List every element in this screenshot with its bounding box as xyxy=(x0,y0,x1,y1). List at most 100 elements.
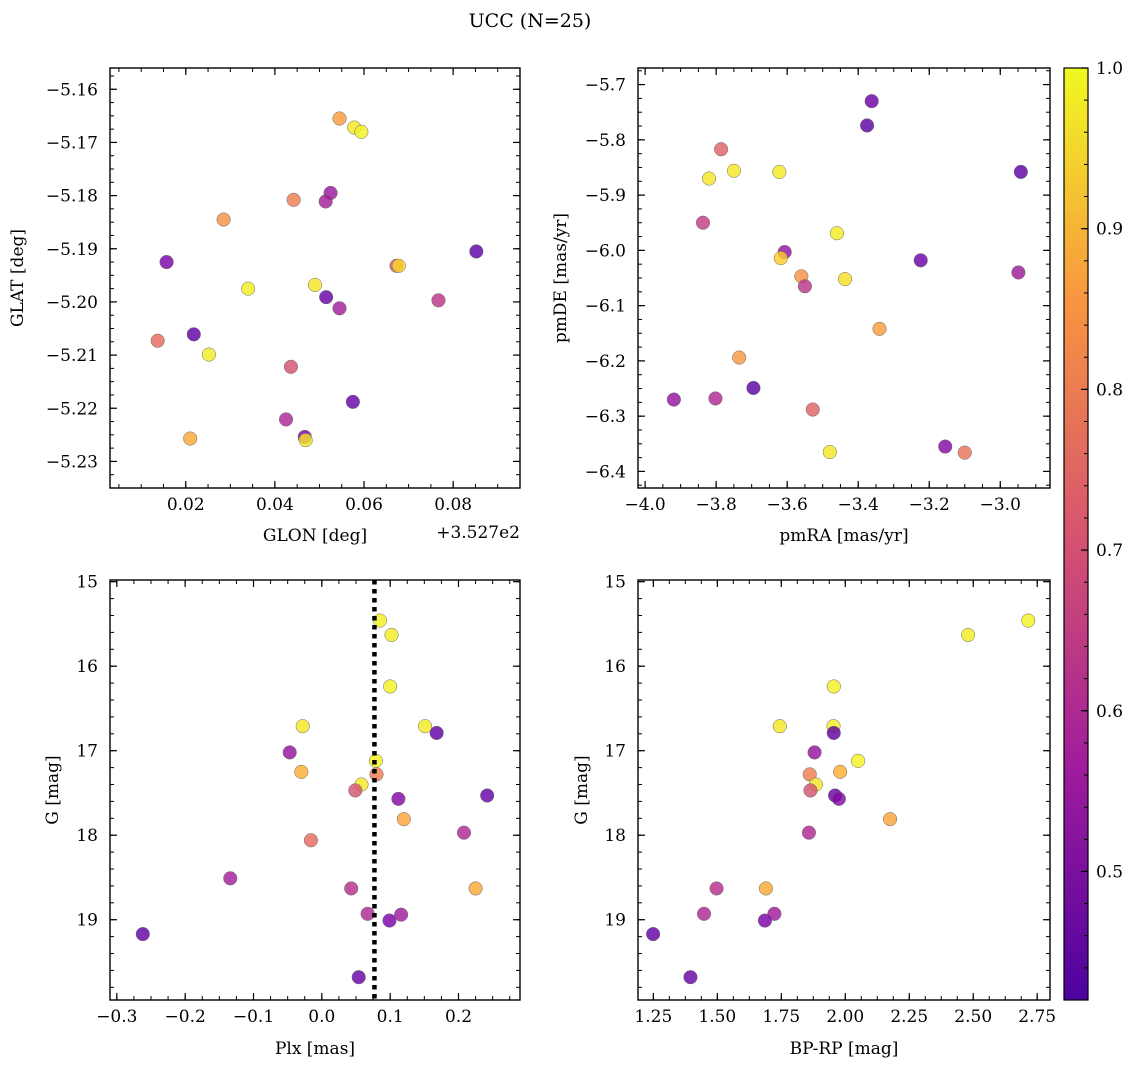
ticks-3 xyxy=(638,580,1050,1000)
y-tick-label: −5.8 xyxy=(585,131,626,151)
y-tick-label: 17 xyxy=(76,742,98,762)
scatter-point xyxy=(429,725,444,741)
scatter-point xyxy=(714,142,729,157)
xlabel-bprp: BP-RP [mag] xyxy=(790,1039,899,1059)
scatter-point xyxy=(773,251,788,266)
scatter-point xyxy=(286,192,301,207)
scatter-point xyxy=(826,679,841,694)
colorbar-ticks: 0.5 0.6 0.7 0.8 0.9 1.0 xyxy=(1081,59,1123,1001)
scatter-point xyxy=(216,212,231,227)
scatter-point xyxy=(826,725,841,741)
y-tick-label: −6.0 xyxy=(585,241,626,261)
scatter-point xyxy=(298,433,313,448)
points-0 xyxy=(150,111,484,448)
x-tick-label: 2.50 xyxy=(954,1007,992,1027)
points-3 xyxy=(646,613,1036,985)
panel-bprp-g: 1.25 1.50 1.75 2.00 2.25 2.50 2.75 15 16 17 18 19 B… xyxy=(572,573,1056,1059)
y-tick-label: −5.22 xyxy=(46,399,98,419)
y-tick-label: 19 xyxy=(76,911,98,931)
x-tick-label: −3.0 xyxy=(980,495,1021,515)
scatter-point xyxy=(757,913,772,928)
scatter-point xyxy=(391,258,406,273)
scatter-point xyxy=(383,679,398,694)
scatter-point xyxy=(150,333,165,348)
scatter-point xyxy=(772,164,787,179)
x-tick-label: 1.75 xyxy=(762,1007,800,1027)
scatter-point xyxy=(396,812,411,827)
scatter-point xyxy=(851,753,866,768)
scatter-point xyxy=(683,970,698,985)
scatter-point xyxy=(295,719,310,734)
xlabel-glon: GLON [deg] xyxy=(263,526,367,546)
y-tick-label: −5.7 xyxy=(585,76,626,96)
colorbar-tick-label: 0.5 xyxy=(1096,862,1123,882)
x-tick-label: 2.75 xyxy=(1018,1007,1056,1027)
points-1 xyxy=(666,94,1028,460)
scatter-point xyxy=(241,281,256,296)
ylabel-glat: GLAT [deg] xyxy=(8,229,28,327)
x-tick-label: −0.3 xyxy=(96,1007,137,1027)
scatter-point xyxy=(732,350,747,365)
axes-frame-bprp-g xyxy=(637,579,1051,1001)
panel-glon-glat: 0.02 0.04 0.06 0.08 −5.16 −5.17 −5.18 −5.19 −5.2… xyxy=(8,67,521,546)
x-tick-label: 1.25 xyxy=(634,1007,672,1027)
x-tick-label: −3.6 xyxy=(767,495,808,515)
x-tick-label: −0.1 xyxy=(233,1007,274,1027)
x-tick-label: 2.00 xyxy=(826,1007,864,1027)
y-tick-label: −5.23 xyxy=(46,452,98,472)
scatter-point xyxy=(278,412,294,427)
scatter-point xyxy=(201,347,216,362)
scatter-point xyxy=(417,719,433,734)
scatter-point xyxy=(822,445,837,460)
xlabel-pmra: pmRA [mas/yr] xyxy=(779,526,908,546)
axes-frame-pmra-pmde xyxy=(637,67,1051,489)
scatter-point xyxy=(354,124,369,139)
scatter-point xyxy=(938,439,953,454)
x-tick-label: −3.4 xyxy=(838,495,879,515)
scatter-point xyxy=(283,359,298,374)
ylabel-g-left: G [mag] xyxy=(43,755,63,824)
scatter-point xyxy=(332,111,347,126)
scatter-point xyxy=(159,255,174,270)
scatter-point xyxy=(666,392,681,407)
scatter-point xyxy=(318,194,333,209)
colorbar-tick-label: 1.0 xyxy=(1096,59,1123,79)
y-tick-label: −5.19 xyxy=(46,240,98,260)
xlabel-plx: Plx [mas] xyxy=(275,1039,355,1059)
scatter-point xyxy=(838,272,853,287)
x-tick-label: 0.08 xyxy=(434,495,472,515)
scatter-point xyxy=(883,812,898,827)
scatter-point xyxy=(746,380,761,396)
figure-title: UCC (N=25) xyxy=(469,10,592,32)
scatter-point xyxy=(480,788,495,803)
x-tick-label: 1.50 xyxy=(698,1007,736,1027)
scatter-point xyxy=(797,279,812,294)
y-tick-label: −6.3 xyxy=(585,407,626,427)
colorbar: 0.5 0.6 0.7 0.8 0.9 1.0 xyxy=(1063,59,1123,1001)
scatter-point xyxy=(957,445,972,460)
scatter-point xyxy=(805,402,820,417)
scatter-point xyxy=(1021,613,1036,628)
tick-labels-0: 0.02 0.04 0.06 0.08 −5.16 −5.17 −5.18 −5.19 −5.2… xyxy=(46,80,472,515)
scatter-point xyxy=(829,226,844,241)
y-tick-label: −5.9 xyxy=(585,186,626,206)
scatter-point xyxy=(183,431,198,446)
y-tick-label: 18 xyxy=(76,826,98,846)
tick-labels-2: −0.3 −0.2 −0.1 0.0 0.1 0.2 15 16 17 18 19 xyxy=(76,573,472,1027)
scatter-point xyxy=(1011,265,1026,280)
y-tick-label: −5.21 xyxy=(46,346,98,366)
y-tick-label: −6.2 xyxy=(585,352,626,372)
axes-frame-glon-glat xyxy=(109,67,521,489)
y-tick-label: −6.4 xyxy=(585,462,626,482)
colorbar-tick-label: 0.6 xyxy=(1096,702,1123,722)
panel-plx-g: −0.3 −0.2 −0.1 0.0 0.1 0.2 15 16 17 18 19 Plx [mas… xyxy=(43,573,521,1059)
scatter-point xyxy=(696,906,712,921)
scatter-point xyxy=(833,764,848,779)
scatter-point xyxy=(695,215,711,230)
y-tick-label: −5.18 xyxy=(46,187,98,207)
ylabel-g-right: G [mag] xyxy=(572,755,592,824)
y-tick-label: 19 xyxy=(604,911,626,931)
scatter-point xyxy=(431,293,446,308)
scatter-point xyxy=(345,394,360,409)
